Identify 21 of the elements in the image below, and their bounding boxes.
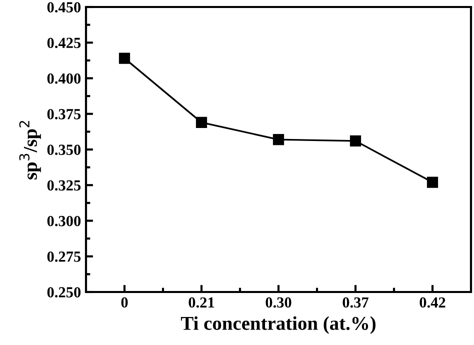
point [350, 135, 362, 147]
y-tick-label: 0.450 [47, 2, 81, 13]
x-axis-title: Ti concentration (at.%) [180, 316, 376, 334]
x-tick-label: 0.42 [420, 297, 446, 308]
y-tick-label: 0.300 [47, 216, 81, 226]
x-tick-label: 0.30 [266, 297, 292, 308]
y-tick-label: 0.400 [47, 73, 81, 84]
y-axis-title: sp$^{3}$/sp$^{2}$ [19, 121, 41, 180]
point [118, 52, 130, 64]
y-tick-label: 0.350 [47, 144, 81, 156]
point [426, 176, 438, 188]
x-tick-label: 0.21 [188, 297, 214, 308]
y-tick-label: 0.375 [47, 109, 81, 120]
y-tick-label: 0.250 [47, 287, 81, 298]
y-tick-label: 0.275 [47, 252, 81, 262]
point [272, 134, 284, 146]
y-tick-label: 0.425 [47, 38, 81, 48]
x-tick-label: 0.37 [342, 297, 368, 308]
point [196, 116, 208, 128]
x-tick-label: 0 [121, 297, 128, 308]
y-tick-label: 0.325 [47, 180, 81, 191]
